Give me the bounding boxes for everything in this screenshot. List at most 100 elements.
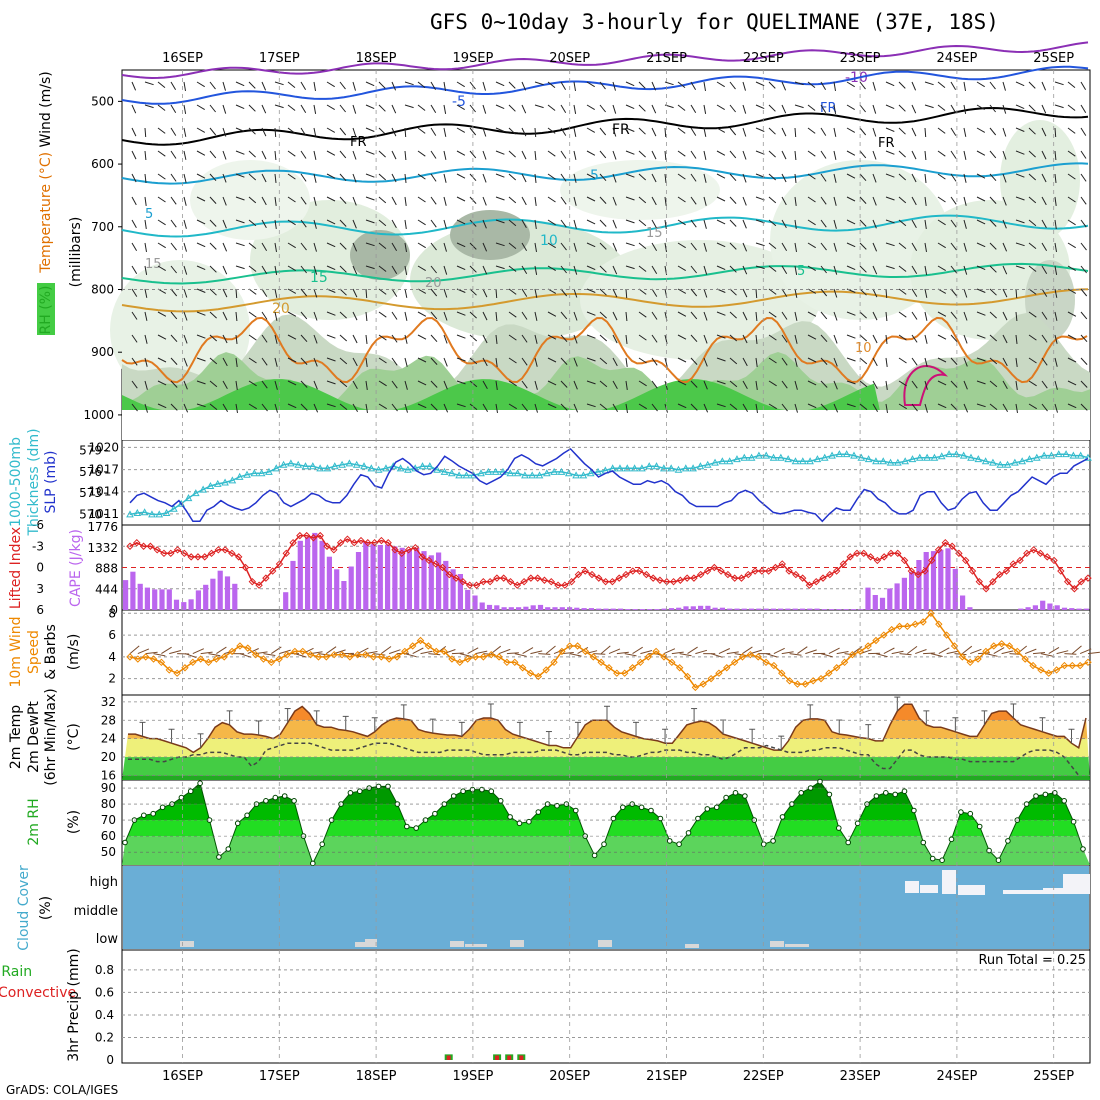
- wind-barb: [469, 403, 478, 410]
- lifted-index-marker: [126, 542, 134, 550]
- wind-barb: [1067, 334, 1077, 340]
- wind-barb: [430, 380, 438, 388]
- thickness-marker: [952, 450, 961, 458]
- wind-barb: [993, 647, 1005, 655]
- temp-band: [122, 693, 1090, 702]
- cape-bar: [523, 606, 529, 610]
- wind-barb: [768, 219, 777, 227]
- lifted-index-marker: [479, 577, 488, 586]
- wind-barb: [430, 357, 438, 365]
- cape-bar: [1076, 608, 1082, 610]
- convective-bar: [507, 1055, 512, 1060]
- rh-marker: [901, 788, 908, 795]
- wind-barb: [300, 334, 308, 343]
- wind-barb: [495, 104, 505, 110]
- wind-barb: [456, 265, 466, 271]
- thickness-marker: [586, 469, 595, 477]
- wind-barb: [872, 196, 877, 206]
- wind-barb: [599, 265, 607, 273]
- wind-barb: [248, 104, 256, 112]
- wind-barb: [805, 649, 817, 655]
- wind-barb: [742, 265, 748, 275]
- cape-bar: [130, 571, 136, 610]
- high-cloud-block: [1003, 890, 1043, 894]
- wind-barb: [638, 81, 646, 89]
- wind-barb: [989, 311, 997, 319]
- lifted-index-marker: [262, 574, 270, 582]
- wind-barb: [287, 173, 296, 180]
- wind-barb: [872, 403, 879, 413]
- wind-speed-marker: [605, 664, 613, 672]
- wind-barb: [339, 242, 347, 250]
- rh-marker: [197, 780, 203, 787]
- rh-marker: [873, 793, 880, 799]
- wind-barb: [508, 334, 517, 341]
- wind-barb: [742, 311, 748, 321]
- lifted-index-marker: [1016, 556, 1024, 565]
- cape-bar: [945, 548, 951, 610]
- wind-barb: [794, 334, 798, 344]
- wind-barb: [586, 242, 596, 248]
- lifted-index-marker: [1009, 560, 1017, 568]
- wind-barb: [937, 334, 947, 340]
- thickness-marker: [1018, 457, 1027, 465]
- wind-barb: [950, 380, 958, 388]
- lifted-index-marker: [955, 549, 963, 558]
- wind-barb: [586, 173, 596, 179]
- wind-speed-marker: [1005, 642, 1014, 650]
- wind-barb: [417, 150, 426, 157]
- cape-bar: [486, 604, 493, 610]
- cape-bar: [392, 546, 398, 610]
- lifted-index-marker: [792, 570, 800, 579]
- wind-barb: [1015, 265, 1025, 270]
- wind-barb: [937, 150, 946, 157]
- wind-barb: [859, 288, 867, 296]
- wind-barb: [586, 288, 596, 293]
- wind-barb: [885, 265, 895, 270]
- upper-label-temp-wind-part: Wind (m/s): [38, 71, 54, 152]
- wind-barb: [521, 242, 528, 252]
- wind-barb: [326, 173, 336, 179]
- wind-barb: [514, 653, 527, 657]
- wind-label-2: Speed: [26, 630, 42, 674]
- wind-barb: [586, 219, 596, 225]
- rh-marker: [291, 798, 297, 804]
- wind-barb: [183, 81, 186, 91]
- wind-barb: [248, 265, 257, 272]
- wind-barb: [1080, 173, 1087, 182]
- thickness-marker: [425, 462, 434, 470]
- rh-marker: [216, 854, 222, 860]
- lifted-index-marker: [771, 563, 780, 572]
- wind-barb: [703, 104, 707, 114]
- wind-barb: [300, 127, 307, 136]
- wind-barb: [365, 380, 368, 390]
- wind-barb: [885, 127, 895, 132]
- cape-bar: [414, 547, 420, 610]
- wind-speed-marker: [848, 650, 857, 659]
- wind-barb: [183, 357, 188, 367]
- thickness-marker: [345, 459, 354, 467]
- wind-speed-marker: [408, 642, 417, 650]
- cape-bar: [792, 608, 798, 610]
- slp-tick-label: 1014: [88, 485, 119, 499]
- lifted-index-marker: [764, 567, 773, 575]
- wind-barb: [846, 104, 855, 111]
- y-tick-label: 900: [91, 345, 114, 359]
- wind-barb: [443, 173, 447, 183]
- wind-barb: [976, 219, 986, 225]
- wind-speed-marker: [463, 655, 472, 663]
- wind-barb: [235, 311, 238, 322]
- wind-barb: [729, 196, 737, 204]
- isotherm-line-0: [121, 41, 1089, 80]
- wind-speed-marker: [660, 653, 668, 661]
- wind-barb: [430, 196, 437, 205]
- cape-bar: [778, 608, 784, 610]
- rh-marker: [826, 791, 833, 798]
- wind-barb: [560, 104, 567, 113]
- thickness-marker: [1069, 451, 1078, 459]
- temp-label-2: 2m DewPt: [26, 701, 42, 773]
- thickness-marker: [652, 462, 661, 470]
- rh-marker: [413, 825, 420, 831]
- wind-barb: [586, 265, 596, 271]
- wind-barb: [235, 173, 245, 178]
